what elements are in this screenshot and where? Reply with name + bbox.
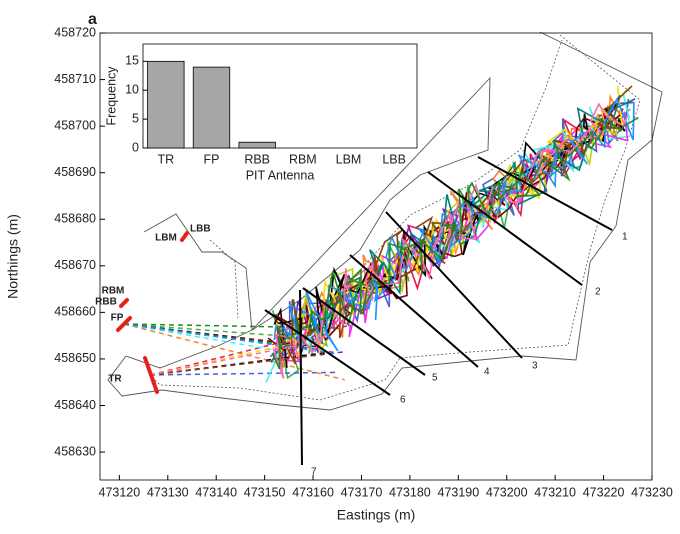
x-axis-label: Eastings (m): [337, 507, 416, 523]
antenna: [143, 356, 159, 394]
transect-label: 2: [595, 287, 601, 298]
y-tick-label: 0: [132, 140, 139, 154]
track-link: [149, 340, 302, 376]
track-link: [149, 352, 335, 376]
bar: [238, 141, 276, 149]
x-tick-label: 473130: [147, 485, 189, 499]
x-tick-label: FP: [204, 152, 220, 166]
x-tick-label: 473140: [195, 485, 237, 499]
x-tick-label: RBB: [244, 152, 270, 166]
transect: [385, 211, 523, 359]
transect: [477, 156, 613, 231]
transect-label: 6: [400, 395, 406, 406]
transect: [302, 287, 426, 376]
y-axis-label: Frequency: [104, 66, 118, 126]
transect: [299, 289, 303, 466]
y-tick-label: 15: [125, 54, 139, 68]
antenna-label: RBB: [95, 297, 117, 308]
plot-frame: [99, 32, 653, 481]
x-tick-label: 473170: [341, 485, 383, 499]
transect: [349, 254, 479, 368]
y-tick-label: 5: [132, 111, 139, 125]
inset-frame: [142, 43, 418, 149]
track-link: [123, 323, 345, 381]
antenna: [180, 231, 189, 242]
antenna-label: RBM: [102, 286, 125, 297]
x-tick-label: RBM: [289, 152, 317, 166]
x-tick-label: LBB: [382, 152, 406, 166]
track: [276, 85, 633, 367]
antenna-label: TR: [108, 374, 122, 385]
y-axis-label: Northings (m): [5, 214, 21, 299]
y-tick-label: 458690: [54, 165, 96, 179]
x-axis-label: PIT Antenna: [246, 168, 315, 182]
y-tick-label: 458630: [54, 444, 96, 458]
x-tick-label: 473200: [486, 485, 528, 499]
x-tick-label: 473220: [583, 485, 625, 499]
x-tick-label: 473150: [244, 485, 286, 499]
antenna: [119, 298, 129, 308]
x-tick-label: 473180: [389, 485, 431, 499]
antenna-label: LBM: [155, 233, 177, 244]
track-link: [149, 371, 337, 376]
bar: [192, 66, 231, 149]
transects: [264, 156, 613, 466]
y-tick-label: 458640: [54, 398, 96, 412]
x-tick-label: 473210: [534, 485, 576, 499]
transect-label: 7: [311, 467, 317, 478]
track: [271, 116, 639, 370]
transect: [264, 309, 391, 396]
y-tick-label: 458670: [54, 258, 96, 272]
x-tick-label: 473160: [292, 485, 334, 499]
transect-label: 5: [432, 373, 438, 384]
panel-label: a: [88, 11, 97, 28]
y-tick-label: 458700: [54, 118, 96, 132]
track-link: [123, 323, 320, 348]
y-tick-label: 458710: [54, 72, 96, 86]
bar: [147, 60, 185, 149]
x-tick-label: 473230: [631, 485, 673, 499]
y-tick-label: 458650: [54, 351, 96, 365]
transect-label: 4: [484, 367, 490, 378]
x-tick-label: 473120: [99, 485, 141, 499]
y-tick-label: 10: [125, 83, 139, 97]
y-tick-label: 458680: [54, 212, 96, 226]
antenna-label: FP: [111, 313, 124, 324]
antennas: [116, 231, 189, 394]
transect: [427, 171, 583, 286]
x-tick-label: TR: [157, 152, 174, 166]
y-tick-label: 458720: [54, 25, 96, 39]
transect-label: 1: [622, 232, 628, 243]
antenna-label: LBB: [190, 224, 211, 235]
x-tick-label: 473190: [437, 485, 479, 499]
transect-label: 3: [532, 361, 538, 372]
x-tick-label: LBM: [336, 152, 362, 166]
y-tick-label: 458660: [54, 305, 96, 319]
antenna: [116, 316, 132, 332]
